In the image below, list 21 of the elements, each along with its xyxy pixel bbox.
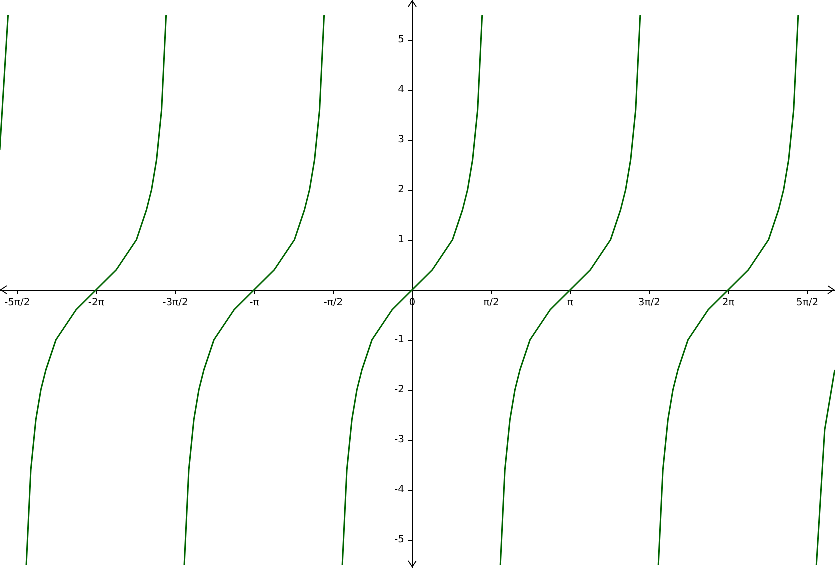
x-tick-label: π/2 xyxy=(484,298,500,308)
x-tick-label: -5π/2 xyxy=(4,298,30,308)
y-tick-label: -5 xyxy=(394,534,404,546)
y-tick-label: 5 xyxy=(398,34,404,46)
y-tick-label: 3 xyxy=(398,134,404,146)
x-tick-label: 5π/2 xyxy=(796,298,819,308)
y-tick-label: -3 xyxy=(394,434,404,446)
x-tick-label: 2π xyxy=(722,298,735,308)
y-tick-label: 4 xyxy=(398,84,404,96)
y-tick-label: 1 xyxy=(398,234,404,246)
x-tick-label: -2π xyxy=(88,298,104,308)
x-tick-label: -π xyxy=(250,298,260,308)
y-tick-label: -2 xyxy=(394,384,404,396)
x-tick-label: -3π/2 xyxy=(162,298,188,308)
x-tick-label: π xyxy=(568,298,574,308)
line-series xyxy=(342,14,484,566)
y-tick-label: -1 xyxy=(394,334,404,346)
x-tick-label: 3π/2 xyxy=(638,298,661,308)
y-tick-label: -4 xyxy=(394,484,404,496)
x-tick-label: -π/2 xyxy=(324,298,344,308)
y-tick-label: 2 xyxy=(398,184,404,196)
